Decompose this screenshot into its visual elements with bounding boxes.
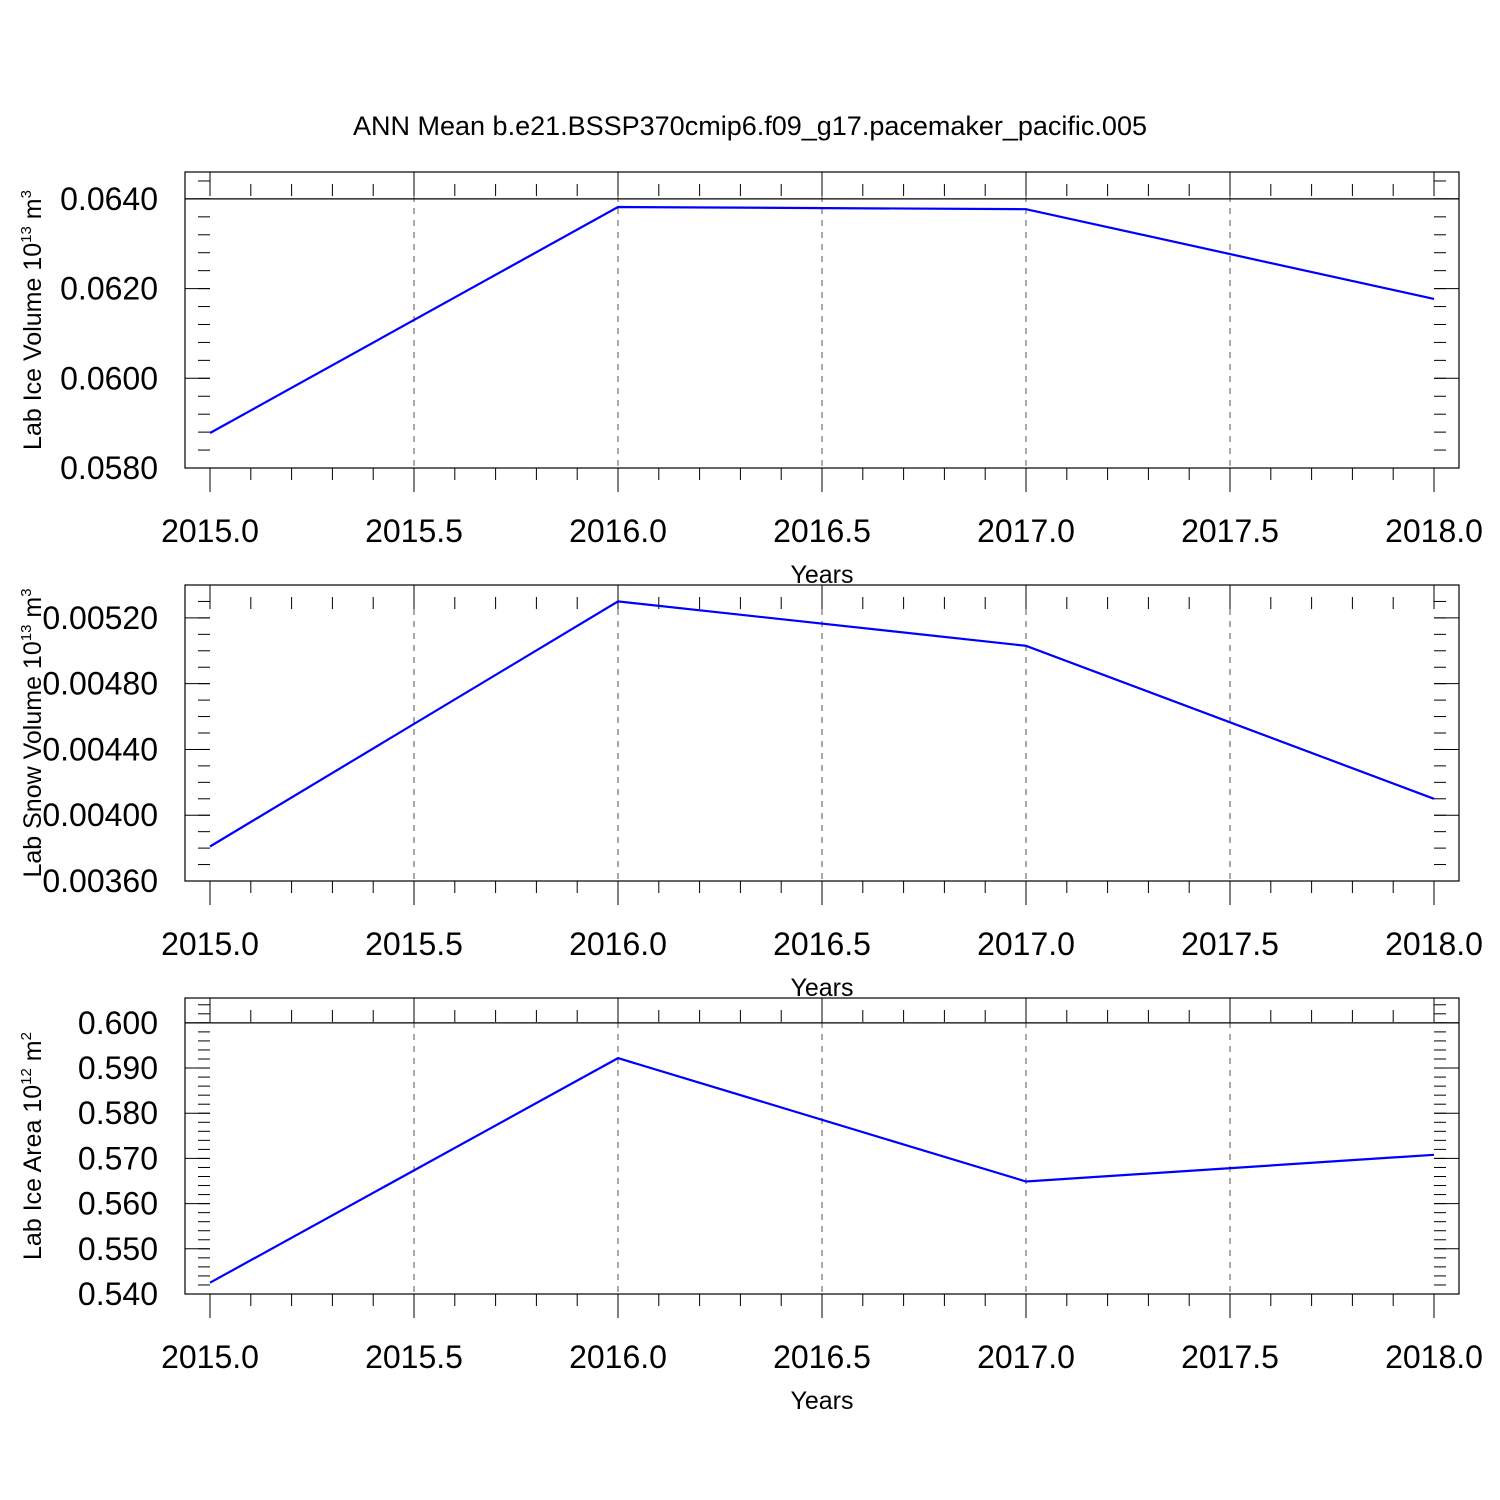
y-tick-label: 0.560: [78, 1186, 158, 1222]
y-tick-label: 0.0580: [60, 450, 158, 486]
y-tick-label: 0.00360: [42, 863, 158, 899]
x-axis-label: Years: [790, 974, 853, 1002]
series-line: [209, 205, 1435, 434]
x-tick-label: 2017.5: [1181, 926, 1279, 962]
x-tick-label: 2015.5: [365, 1339, 463, 1375]
y-tick-label: 0.0640: [60, 181, 158, 217]
y-tick-label: 0.570: [78, 1140, 158, 1176]
x-tick-label: 2016.5: [773, 926, 871, 962]
y-axis-label: Lab Ice Volume 1013 m3: [18, 190, 47, 450]
panel-1: 0.0580 0.0600 0.0620 0.0640 2015.0 2015.5 2016…: [18, 171, 1483, 589]
y-tick-label: 0.0620: [60, 271, 158, 307]
panels: 0.0580 0.0600 0.0620 0.0640 2015.0 2015.5 2016…: [18, 171, 1483, 1415]
x-tick-label: 2015.5: [365, 926, 463, 962]
y-tick-label: 0.00400: [42, 797, 158, 833]
y-tick-label: 0.600: [78, 1005, 158, 1041]
x-tick-label: 2015.0: [161, 513, 259, 549]
series-line: [209, 1056, 1435, 1284]
x-tick-label: 2016.5: [773, 513, 871, 549]
y-tick-label: 0.0600: [60, 360, 158, 396]
panel-2: 0.00360 0.00400 0.00440 0.00480 0.00520 2015.…: [18, 584, 1483, 1002]
y-tick-label: 0.590: [78, 1050, 158, 1086]
x-tick-label: 2017.5: [1181, 1339, 1279, 1375]
x-tick-label: 2016.5: [773, 1339, 871, 1375]
x-axis-label: Years: [790, 1387, 853, 1415]
x-tick-label: 2016.0: [569, 513, 667, 549]
y-axis-label: Lab Ice Area 1012 m2: [18, 1032, 47, 1260]
x-tick-label: 2016.0: [569, 1339, 667, 1375]
y-tick-label: 0.00480: [42, 666, 158, 702]
x-tick-label: 2015.0: [161, 1339, 259, 1375]
y-tick-label: 0.550: [78, 1231, 158, 1267]
x-tick-label: 2015.5: [365, 513, 463, 549]
x-tick-label: 2017.5: [1181, 513, 1279, 549]
y-axis-label: Lab Snow Volume 1013 m3: [18, 588, 47, 877]
x-tick-label: 2018.0: [1385, 1339, 1483, 1375]
x-tick-label: 2018.0: [1385, 513, 1483, 549]
y-tick-label: 0.580: [78, 1095, 158, 1131]
main-title: ANN Mean b.e21.BSSP370cmip6.f09_g17.pace…: [353, 111, 1147, 141]
panel-3: 0.540 0.550 0.560 0.570 0.580 0.590 0.600 2015.…: [18, 997, 1483, 1415]
x-tick-label: 2017.0: [977, 1339, 1075, 1375]
y-tick-label: 0.00520: [42, 600, 158, 636]
x-axis-label: Years: [790, 561, 853, 589]
x-tick-label: 2017.0: [977, 926, 1075, 962]
x-tick-label: 2017.0: [977, 513, 1075, 549]
x-tick-label: 2016.0: [569, 926, 667, 962]
y-tick-label: 0.540: [78, 1276, 158, 1312]
series-line: [209, 600, 1435, 848]
x-tick-label: 2015.0: [161, 926, 259, 962]
x-tick-label: 2018.0: [1385, 926, 1483, 962]
y-tick-label: 0.00440: [42, 731, 158, 767]
